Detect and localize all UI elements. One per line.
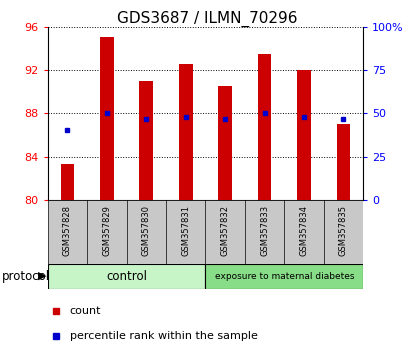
- Bar: [179, 64, 193, 200]
- Text: GSM357829: GSM357829: [103, 205, 111, 256]
- Text: control: control: [106, 270, 147, 282]
- Text: GDS3687 / ILMN_70296: GDS3687 / ILMN_70296: [117, 11, 298, 27]
- Text: GSM357835: GSM357835: [339, 205, 348, 256]
- Text: protocol: protocol: [2, 270, 50, 282]
- Bar: [100, 38, 114, 200]
- Text: GSM357831: GSM357831: [181, 205, 190, 256]
- Bar: [139, 81, 153, 200]
- Bar: [297, 70, 311, 200]
- Bar: [205, 264, 363, 289]
- Text: GSM357832: GSM357832: [221, 205, 229, 256]
- Text: GSM357833: GSM357833: [260, 205, 269, 256]
- Text: ▶: ▶: [38, 271, 46, 281]
- Text: GSM357830: GSM357830: [142, 205, 151, 256]
- Text: GSM357834: GSM357834: [300, 205, 308, 256]
- Text: exposure to maternal diabetes: exposure to maternal diabetes: [215, 272, 354, 281]
- Bar: [61, 164, 74, 200]
- Bar: [218, 86, 232, 200]
- Text: GSM357828: GSM357828: [63, 205, 72, 256]
- Text: count: count: [70, 306, 101, 316]
- Bar: [258, 54, 271, 200]
- Bar: [48, 264, 205, 289]
- Bar: [337, 124, 350, 200]
- Text: percentile rank within the sample: percentile rank within the sample: [70, 331, 258, 341]
